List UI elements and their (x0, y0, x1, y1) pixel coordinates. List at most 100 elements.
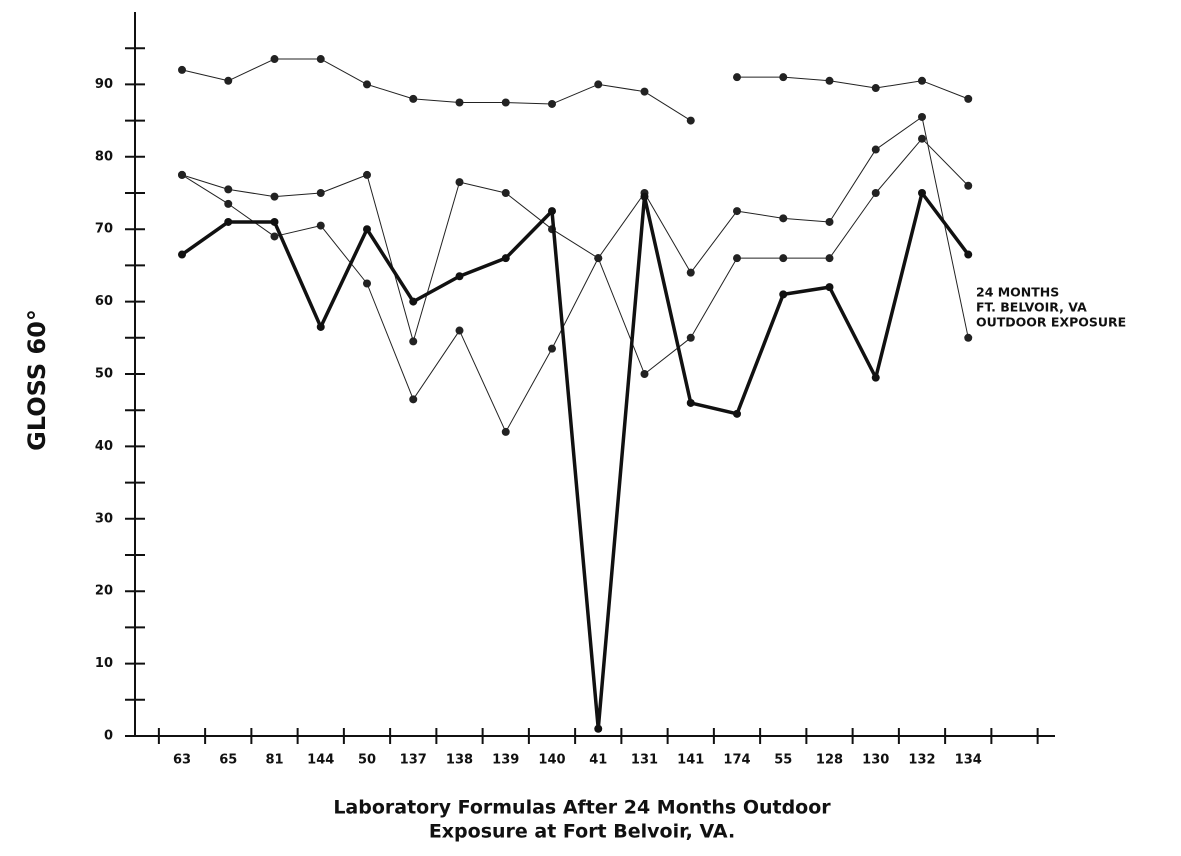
point (779, 73, 788, 82)
point (455, 326, 464, 335)
point (825, 217, 834, 226)
annotation: OUTDOOR EXPOSURE (976, 315, 1126, 330)
point (825, 254, 834, 263)
point (455, 178, 464, 187)
point (409, 297, 418, 306)
point (918, 112, 926, 121)
x-tick-label: 140 (538, 753, 565, 768)
x-tick-label: 81 (265, 753, 283, 768)
point (501, 427, 510, 436)
x-axis-label: Exposure at Fort Belvoir, VA. (429, 821, 735, 843)
point (501, 189, 510, 197)
point (871, 145, 880, 154)
point (224, 217, 233, 226)
point (409, 337, 418, 346)
point (409, 94, 418, 103)
point (501, 98, 510, 107)
point (964, 94, 973, 103)
y-tick-label: 10 (95, 656, 113, 671)
x-tick-label: 137 (400, 753, 427, 768)
y-tick-label: 60 (95, 294, 113, 309)
annotation: FT. BELVOIR, VA (976, 300, 1087, 315)
point (918, 189, 926, 197)
point (316, 189, 325, 197)
point (686, 333, 695, 342)
x-tick-label: 138 (446, 753, 473, 768)
y-tick-label: 30 (95, 511, 113, 526)
point (640, 192, 649, 201)
point (363, 225, 371, 234)
series-line (181, 138, 969, 375)
point (548, 99, 556, 108)
point (316, 322, 325, 331)
x-tick-label: 144 (307, 753, 334, 768)
point (594, 80, 603, 89)
x-tick-label: 174 (723, 753, 750, 768)
point (409, 395, 418, 404)
y-tick-label: 20 (95, 584, 113, 599)
x-tick-label: 63 (173, 753, 191, 768)
point (363, 170, 371, 179)
point (224, 185, 233, 194)
point (270, 55, 279, 64)
point (316, 221, 325, 230)
x-tick-label: 131 (631, 753, 658, 768)
series-line (180, 191, 970, 731)
point (686, 398, 695, 407)
point (964, 181, 973, 190)
point (455, 98, 464, 107)
point (270, 192, 279, 201)
point (501, 254, 510, 263)
point (224, 76, 233, 85)
point (640, 370, 649, 378)
point (548, 207, 556, 216)
x-tick-label: 134 (955, 753, 982, 768)
point (779, 290, 788, 299)
y-tick-label: 0 (104, 729, 113, 744)
y-tick-label: 70 (95, 222, 113, 237)
y-tick-label: 50 (95, 367, 113, 382)
point (871, 84, 880, 93)
point (316, 55, 325, 64)
point (178, 250, 186, 259)
point (825, 283, 834, 292)
series-line (181, 116, 969, 433)
point (640, 87, 649, 96)
point (733, 73, 741, 82)
point (733, 207, 741, 216)
x-tick-label: 50 (358, 753, 376, 768)
point (871, 373, 880, 382)
point (825, 76, 834, 85)
x-tick-label: 128 (816, 753, 843, 768)
point (178, 170, 186, 179)
y-axis-label: GLOSS 60° (23, 309, 51, 451)
x-tick-label: 141 (677, 753, 704, 768)
point (686, 268, 695, 277)
point (779, 254, 788, 263)
point (964, 250, 973, 259)
x-tick-label: 132 (908, 753, 935, 768)
point (918, 134, 926, 143)
point (455, 272, 464, 281)
x-tick-label: 65 (219, 753, 237, 768)
point (363, 279, 371, 288)
point (733, 254, 741, 263)
point (733, 409, 741, 418)
point (871, 189, 880, 197)
x-tick-label: 139 (492, 753, 519, 768)
point (270, 217, 279, 226)
x-tick-label: 41 (589, 753, 607, 768)
point (594, 724, 603, 733)
series-line (737, 76, 969, 100)
annotation: 24 MONTHS (976, 285, 1059, 300)
x-tick-label: 130 (862, 753, 889, 768)
point (594, 254, 603, 263)
point (918, 76, 926, 85)
y-tick-label: 80 (95, 149, 113, 164)
point (224, 199, 233, 208)
series-line (181, 58, 692, 122)
point (363, 80, 371, 89)
point (964, 333, 973, 342)
x-axis-label: Laboratory Formulas After 24 Months Outd… (333, 797, 831, 819)
